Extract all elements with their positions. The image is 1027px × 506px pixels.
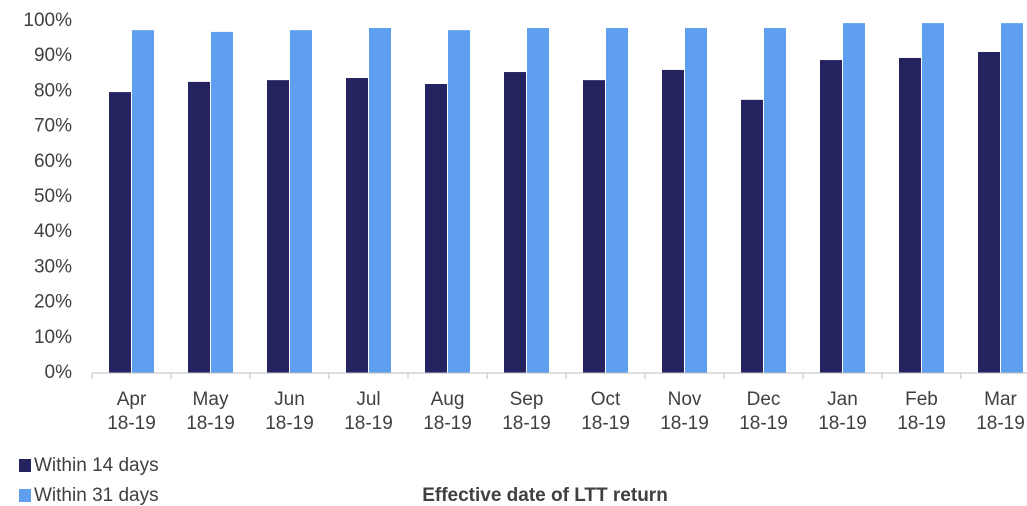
bar — [188, 81, 210, 373]
y-tick-label: 100% — [23, 10, 72, 31]
bar — [346, 78, 368, 374]
x-tick-label: Apr 18-19 — [107, 389, 156, 434]
y-tick-label: 30% — [34, 256, 72, 277]
bar — [267, 80, 289, 374]
bar — [504, 72, 526, 373]
y-tick-label: 80% — [34, 80, 72, 101]
x-axis-title: Effective date of LTT return — [422, 485, 668, 506]
y-tick-label: 20% — [34, 292, 72, 313]
bar — [132, 30, 154, 373]
x-tick-label: Aug 18-19 — [423, 389, 472, 434]
bar — [764, 28, 786, 373]
legend-label: Within 31 days — [34, 485, 159, 506]
y-tick-label: 0% — [45, 362, 73, 383]
bar — [899, 57, 921, 374]
legend-swatch — [19, 459, 31, 472]
y-tick-label: 10% — [34, 327, 72, 348]
bar — [583, 80, 605, 374]
y-tick-label: 50% — [34, 186, 72, 207]
bar — [109, 92, 131, 373]
x-tick-label: Sep 18-19 — [502, 389, 551, 434]
bar — [448, 30, 470, 373]
bar — [922, 23, 944, 373]
legend-swatch — [19, 489, 31, 502]
x-tick-label: Jan 18-19 — [818, 389, 867, 434]
bar — [1001, 23, 1023, 373]
bar — [820, 60, 842, 374]
x-tick-label: Dec 18-19 — [739, 389, 788, 434]
x-tick-label: Feb 18-19 — [897, 389, 946, 434]
bar — [527, 28, 549, 373]
bar — [662, 69, 684, 373]
bar — [978, 51, 1000, 373]
x-tick-label: Nov 18-19 — [660, 389, 709, 434]
x-tick-label: Jul 18-19 — [344, 389, 393, 434]
y-tick-label: 60% — [34, 151, 72, 172]
legend-label: Within 14 days — [34, 455, 159, 476]
y-tick-label: 90% — [34, 45, 72, 66]
bar — [741, 99, 763, 374]
y-tick-label: 40% — [34, 221, 72, 242]
x-tick-label: Jun 18-19 — [265, 389, 314, 434]
bar — [211, 31, 233, 374]
bar — [843, 23, 865, 373]
bar — [425, 84, 447, 374]
bar — [685, 28, 707, 373]
x-tick-label: May 18-19 — [186, 389, 235, 434]
bar — [606, 28, 628, 373]
x-tick-label: Mar 18-19 — [976, 389, 1025, 434]
y-tick-label: 70% — [34, 116, 72, 137]
bar — [369, 28, 391, 373]
bar — [290, 30, 312, 373]
x-tick-label: Oct 18-19 — [581, 389, 630, 434]
